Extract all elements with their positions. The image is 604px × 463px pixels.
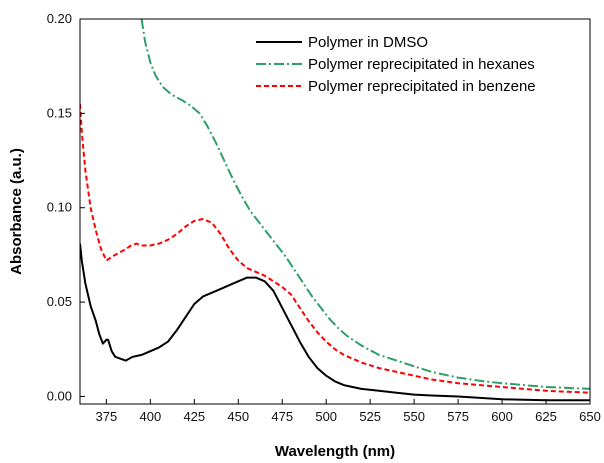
series-line-benzene <box>80 103 590 394</box>
x-tick-label: 575 <box>447 409 469 424</box>
ticks-layer: 375 400 425 450 475 500 525 550 575 600 625 650 0.00… <box>47 11 601 424</box>
x-tick-label: 375 <box>96 409 118 424</box>
y-tick-label: 0.00 <box>47 388 72 403</box>
y-tick-label: 0.05 <box>47 294 72 309</box>
series-line-hexanes <box>140 19 590 390</box>
x-tick-label: 400 <box>139 409 161 424</box>
y-axis-title: Absorbance (a.u.) <box>8 148 25 275</box>
legend-label-benzene: Polymer reprecipitated in benzene <box>308 78 536 95</box>
x-tick-label: 650 <box>579 409 601 424</box>
x-tick-label: 475 <box>271 409 293 424</box>
x-tick-label: 500 <box>315 409 337 424</box>
plot-frame <box>79 18 591 405</box>
y-tick-label: 0.20 <box>47 11 72 26</box>
x-tick-label: 525 <box>359 409 381 424</box>
x-axis-title: Wavelength (nm) <box>275 443 395 460</box>
series-layer <box>80 19 590 402</box>
x-tick-label: 625 <box>535 409 557 424</box>
x-tick-label: 600 <box>491 409 513 424</box>
x-tick-label: 550 <box>403 409 425 424</box>
x-tick-label: 425 <box>183 409 205 424</box>
legend-label-dmso: Polymer in DMSO <box>308 34 428 51</box>
y-tick-label: 0.15 <box>47 105 72 120</box>
legend: Polymer in DMSO Polymer reprecipitated i… <box>256 34 536 95</box>
legend-label-hexanes: Polymer reprecipitated in hexanes <box>308 56 535 73</box>
series-line-dmso <box>80 243 590 402</box>
y-tick-label: 0.10 <box>47 200 72 215</box>
x-tick-label: 450 <box>227 409 249 424</box>
